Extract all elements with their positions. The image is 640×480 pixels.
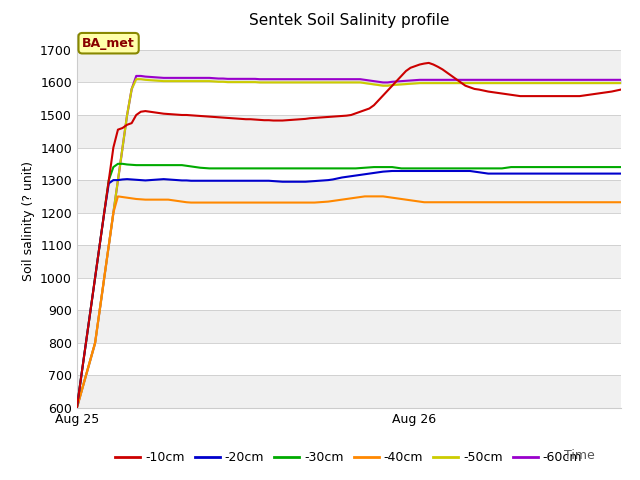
Y-axis label: Soil salinity (? unit): Soil salinity (? unit) [22, 161, 35, 281]
Bar [77, 83, 621, 115]
Bar [77, 115, 621, 147]
Bar [77, 213, 621, 245]
Bar [77, 50, 621, 83]
Bar [77, 375, 621, 408]
Text: BA_met: BA_met [82, 36, 135, 50]
Bar [77, 343, 621, 375]
Bar [77, 147, 621, 180]
Legend: -10cm, -20cm, -30cm, -40cm, -50cm, -60cm: -10cm, -20cm, -30cm, -40cm, -50cm, -60cm [110, 446, 588, 469]
Title: Sentek Soil Salinity profile: Sentek Soil Salinity profile [248, 13, 449, 28]
Bar [77, 278, 621, 311]
Bar [77, 180, 621, 213]
Bar [77, 311, 621, 343]
Text: Time: Time [564, 449, 595, 462]
Bar [77, 245, 621, 278]
